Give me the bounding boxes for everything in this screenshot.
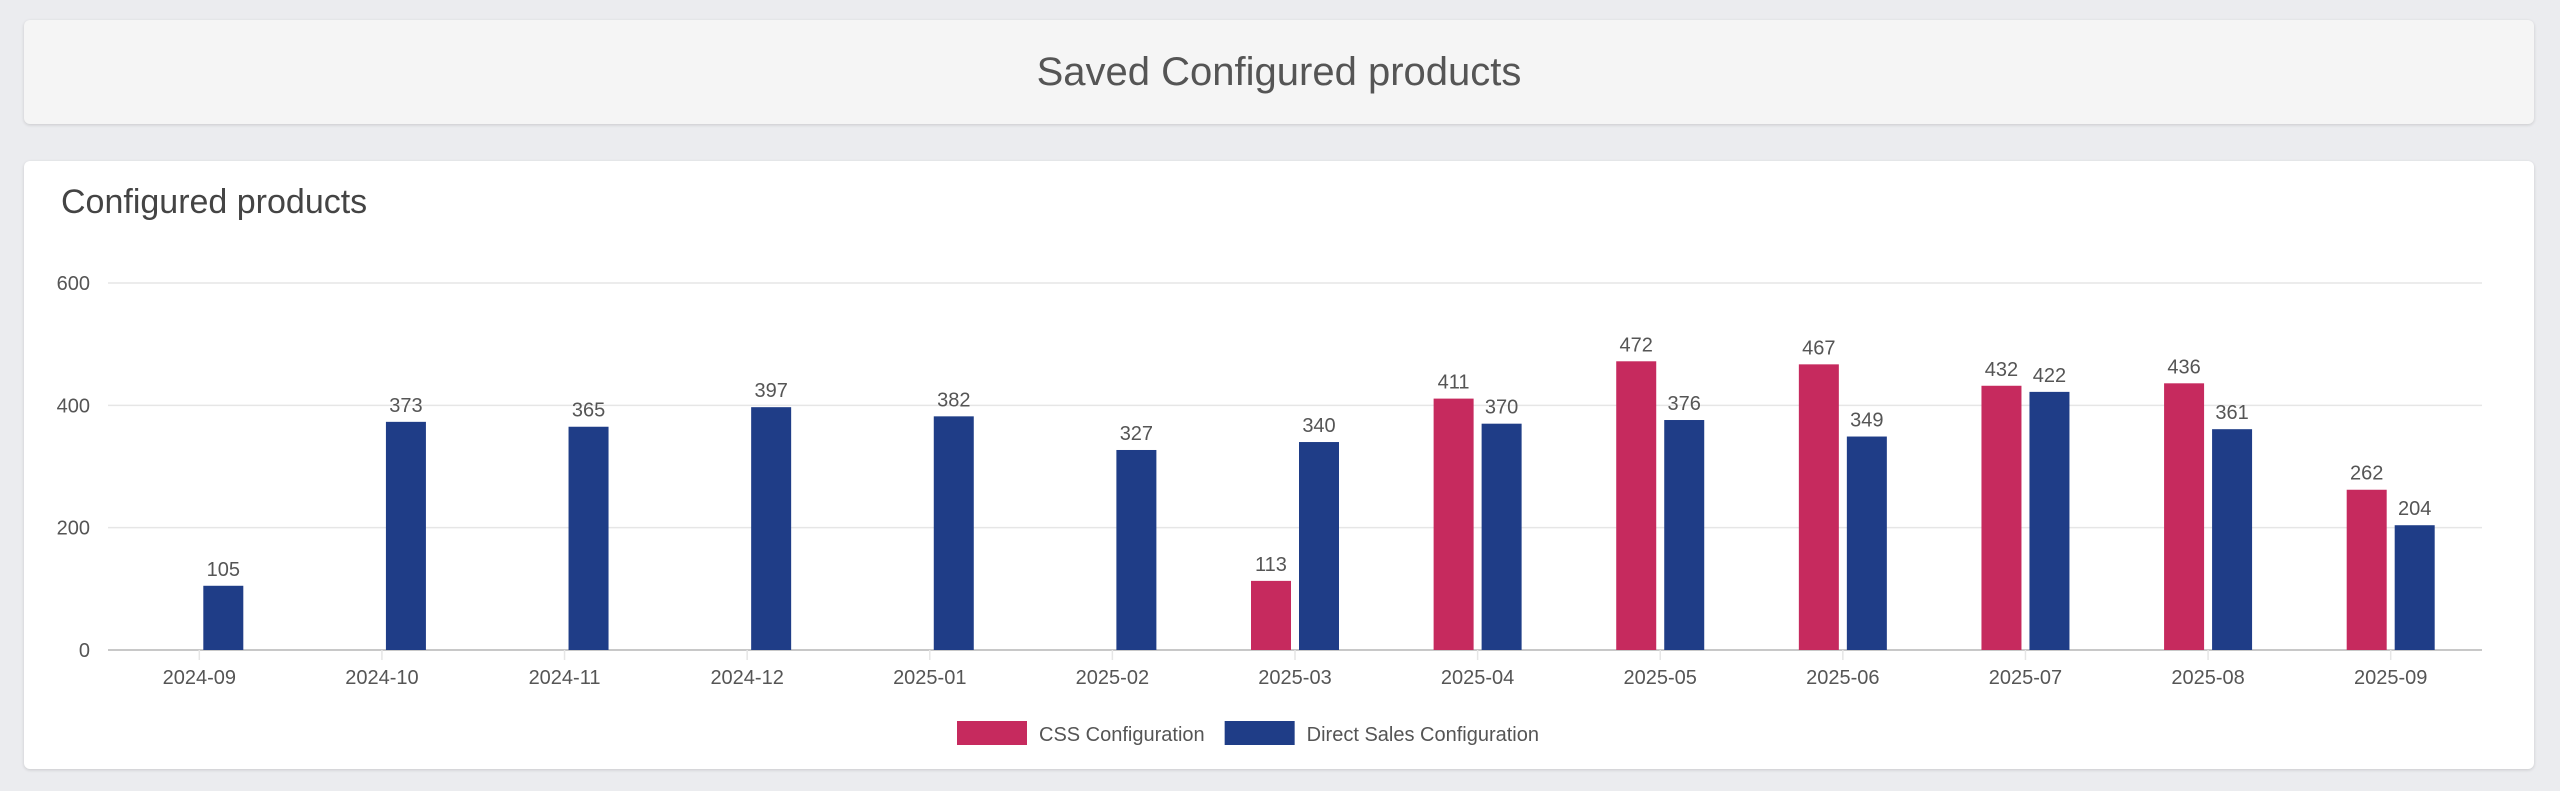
bar bbox=[751, 407, 792, 650]
chart-title: Configured products bbox=[61, 183, 368, 221]
data-label: 432 bbox=[1985, 359, 2018, 381]
data-label: 373 bbox=[389, 395, 422, 417]
y-tick-label: 0 bbox=[79, 640, 90, 662]
x-tick-label: 2025-04 bbox=[1441, 667, 1514, 689]
x-tick-label: 2024-11 bbox=[529, 667, 601, 689]
data-label: 361 bbox=[2215, 402, 2248, 424]
x-tick-label: 2025-01 bbox=[893, 667, 966, 689]
bar bbox=[1616, 361, 1657, 650]
chart-card: Configured products 0 200 400 600 2024-09 105… bbox=[24, 161, 2534, 769]
data-label: 382 bbox=[937, 389, 970, 411]
data-label: 113 bbox=[1255, 554, 1287, 576]
x-tick-label: 2025-07 bbox=[1989, 667, 2062, 689]
legend-label: Direct Sales Configuration bbox=[1307, 724, 1539, 746]
x-tick-label: 2024-10 bbox=[345, 667, 418, 689]
legend-label: CSS Configuration bbox=[1039, 724, 1205, 746]
bar bbox=[1981, 385, 2022, 650]
x-tick-label: 2024-12 bbox=[710, 667, 783, 689]
x-tick-label: 2024-09 bbox=[163, 667, 236, 689]
data-label: 370 bbox=[1485, 397, 1518, 419]
bar bbox=[2164, 383, 2205, 650]
data-label: 397 bbox=[754, 380, 787, 402]
data-label: 327 bbox=[1120, 423, 1153, 445]
bar bbox=[1664, 420, 1705, 650]
x-tick-label: 2025-09 bbox=[2354, 667, 2427, 689]
data-label: 376 bbox=[1668, 393, 1701, 415]
x-tick-label: 2025-05 bbox=[1624, 667, 1697, 689]
data-label: 467 bbox=[1802, 337, 1835, 359]
data-label: 262 bbox=[2350, 463, 2383, 485]
y-tick-label: 400 bbox=[57, 395, 90, 417]
bar bbox=[1299, 442, 1339, 650]
x-tick-label: 2025-08 bbox=[2171, 667, 2244, 689]
legend-swatch bbox=[1224, 721, 1295, 745]
bar bbox=[1433, 398, 1474, 650]
data-label: 340 bbox=[1302, 415, 1335, 437]
bar bbox=[2212, 429, 2253, 650]
x-tick-label: 2025-06 bbox=[1806, 667, 1879, 689]
data-label: 411 bbox=[1438, 372, 1470, 394]
data-label: 204 bbox=[2398, 498, 2431, 520]
y-tick-label: 600 bbox=[57, 273, 90, 295]
page-title: Saved Configured products bbox=[1036, 49, 1522, 94]
bar bbox=[203, 585, 244, 650]
bar bbox=[385, 421, 426, 650]
data-label: 422 bbox=[2033, 365, 2066, 387]
bar-chart: 0 200 400 600 2024-09 105 2024-10 373 2024-11 365… bbox=[57, 273, 2482, 746]
bar bbox=[1846, 436, 1887, 650]
x-tick-label: 2025-03 bbox=[1258, 667, 1331, 689]
x-tick-label: 2025-02 bbox=[1076, 667, 1149, 689]
bar bbox=[933, 416, 974, 650]
data-label: 436 bbox=[2167, 356, 2200, 378]
bar bbox=[1798, 364, 1839, 650]
bar bbox=[2346, 489, 2387, 650]
bar bbox=[2394, 525, 2435, 650]
bar bbox=[568, 426, 609, 650]
bar bbox=[1251, 580, 1291, 650]
y-tick-label: 200 bbox=[57, 518, 90, 540]
data-label: 365 bbox=[572, 400, 605, 422]
bar bbox=[2029, 391, 2070, 650]
bar bbox=[1116, 449, 1157, 650]
legend-swatch bbox=[957, 721, 1027, 745]
bar bbox=[1481, 423, 1522, 650]
data-label: 472 bbox=[1620, 334, 1653, 356]
data-label: 105 bbox=[207, 559, 240, 581]
data-label: 349 bbox=[1850, 410, 1883, 432]
page-header: Saved Configured products bbox=[24, 20, 2534, 124]
